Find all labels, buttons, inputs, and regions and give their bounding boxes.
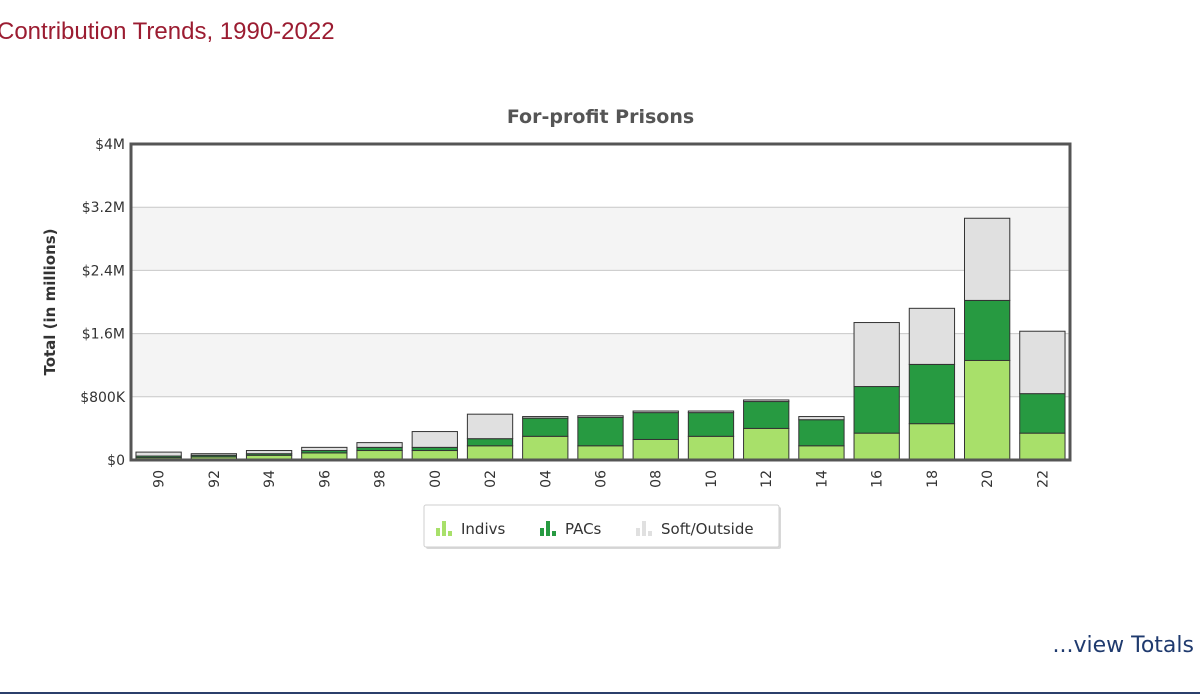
- bar-soft-outside-98: [356, 442, 403, 448]
- legend-icon-soft-outside-bar: [648, 531, 652, 536]
- chart-title: For-profit Prisons: [507, 106, 694, 128]
- bar-soft-outside-20: [964, 217, 1011, 301]
- x-tick-label: 96: [317, 470, 333, 488]
- bar-pacs-20: [964, 299, 1011, 361]
- bar-pacs-10: [687, 412, 735, 437]
- bar-soft-outside-16: [853, 322, 900, 388]
- bar-soft-outside-92: [190, 453, 237, 456]
- bar-pacs-18: [908, 363, 956, 425]
- bar-pacs-22: [1019, 393, 1066, 434]
- legend-icon-indivs-bar: [442, 521, 446, 536]
- legend-label-soft-outside: Soft/Outside: [661, 520, 754, 538]
- y-tick-label: $3.2M: [82, 200, 125, 216]
- bar-indivs-10: [687, 435, 735, 461]
- bar-soft-outside-94: [245, 450, 293, 455]
- legend-icon-soft-outside-bar: [642, 521, 646, 536]
- grid-band: [131, 207, 1070, 271]
- bar-indivs-16: [853, 432, 900, 461]
- plot-frame: [129, 142, 1072, 462]
- x-tick-label: 16: [870, 470, 886, 488]
- bar-indivs-04: [522, 435, 569, 461]
- legend-icon-indivs-bar: [448, 531, 452, 536]
- x-tick-label: 92: [207, 470, 223, 488]
- x-tick-label: 08: [649, 470, 665, 488]
- view-totals-link[interactable]: ...view Totals: [1052, 633, 1194, 658]
- bar-soft-outside-02: [466, 413, 514, 440]
- bar-indivs-20: [964, 359, 1011, 461]
- section-title: Contribution Trends, 1990-2022: [0, 18, 335, 45]
- bar-indivs-18: [908, 423, 956, 461]
- bar-pacs-04: [522, 417, 569, 437]
- bar-soft-outside-08: [632, 410, 679, 414]
- legend-label-pacs: PACs: [565, 520, 602, 538]
- x-tick-label: 98: [373, 470, 389, 488]
- bar-soft-outside-14: [798, 416, 845, 421]
- y-tick-label: $2.4M: [82, 263, 125, 279]
- legend-icon-pacs-bar: [546, 521, 550, 536]
- bar-soft-outside-22: [1019, 330, 1066, 395]
- x-tick-label: 02: [483, 470, 499, 488]
- legend-icon-indivs-bar: [436, 528, 440, 536]
- x-tick-label: 14: [814, 470, 830, 488]
- bar-soft-outside-00: [411, 431, 458, 448]
- bar-pacs-16: [853, 386, 900, 434]
- legend-icon-pacs-bar: [552, 531, 556, 536]
- legend-icon-pacs-bar: [540, 528, 544, 536]
- y-tick-label: $800K: [80, 390, 126, 406]
- x-tick-label: 10: [704, 470, 720, 488]
- bar-pacs-12: [743, 401, 790, 429]
- y-tick-label: $0: [107, 453, 125, 469]
- bar-soft-outside-06: [577, 415, 624, 418]
- bar-indivs-12: [743, 427, 790, 461]
- y-axis-label: Total (in millions): [41, 228, 59, 375]
- legend-label-indivs: Indivs: [461, 520, 505, 538]
- x-tick-label: 90: [152, 470, 168, 488]
- bar-soft-outside-96: [301, 446, 348, 452]
- bar-pacs-14: [798, 419, 845, 447]
- bar-indivs-06: [577, 445, 624, 461]
- bar-pacs-06: [577, 416, 624, 447]
- x-tick-label: 00: [428, 470, 444, 488]
- bar-indivs-02: [466, 445, 514, 461]
- bar-pacs-02: [466, 438, 514, 447]
- bar-indivs-22: [1019, 432, 1066, 461]
- x-tick-label: 18: [925, 470, 941, 488]
- bar-soft-outside-18: [908, 307, 956, 365]
- x-tick-label: 20: [980, 470, 996, 488]
- bottom-divider: [0, 692, 1200, 694]
- bar-pacs-08: [632, 412, 679, 440]
- bar-indivs-08: [632, 438, 679, 461]
- x-tick-label: 12: [759, 470, 775, 488]
- y-tick-label: $1.6M: [82, 327, 125, 343]
- bar-soft-outside-04: [522, 416, 569, 419]
- y-tick-label: $4M: [95, 137, 125, 153]
- x-tick-label: 22: [1035, 470, 1051, 488]
- x-tick-label: 94: [262, 470, 278, 488]
- contribution-chart: $0 $800K $1.6M $2.4M $3.2M $4M 90 92 94 96 98 00 02 0…: [41, 106, 1072, 549]
- x-tick-label: 06: [594, 470, 610, 488]
- x-tick-label: 04: [538, 470, 554, 488]
- bar-soft-outside-10: [687, 410, 735, 414]
- legend-icon-soft-outside-bar: [636, 528, 640, 536]
- bar-soft-outside-12: [743, 399, 790, 403]
- bar-indivs-14: [798, 445, 845, 461]
- legend-box: [423, 504, 780, 548]
- bar-soft-outside-90: [135, 451, 182, 457]
